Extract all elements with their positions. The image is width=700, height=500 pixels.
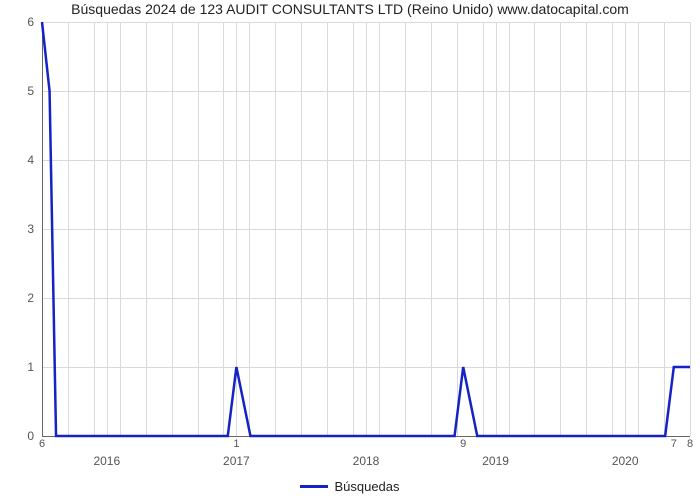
x-tick-label: 2017: [223, 454, 250, 468]
x-tick-label: 2020: [612, 454, 639, 468]
plot-area: 01234562016201720182019202061978: [42, 22, 690, 436]
series-data-label: 1: [233, 438, 239, 450]
y-tick-label: 4: [4, 153, 34, 167]
grid-line-vertical-minor: [690, 22, 691, 436]
x-tick-label: 2018: [353, 454, 380, 468]
x-tick-label: 2019: [482, 454, 509, 468]
series-data-label: 8: [687, 438, 693, 450]
y-tick-label: 5: [4, 84, 34, 98]
y-tick-label: 3: [4, 222, 34, 236]
chart-title: Búsquedas 2024 de 123 AUDIT CONSULTANTS …: [0, 0, 700, 18]
y-tick-label: 2: [4, 291, 34, 305]
y-tick-label: 6: [4, 15, 34, 29]
series-data-label: 9: [460, 438, 466, 450]
chart-container: Búsquedas 2024 de 123 AUDIT CONSULTANTS …: [0, 0, 700, 500]
y-tick-label: 0: [4, 429, 34, 443]
legend: Búsquedas: [0, 478, 700, 494]
series-line: [42, 22, 690, 436]
x-tick-label: 2016: [93, 454, 120, 468]
series-data-label: 7: [671, 438, 677, 450]
series-data-label: 6: [39, 438, 45, 450]
legend-swatch: [300, 485, 328, 488]
legend-label: Búsquedas: [334, 479, 399, 494]
y-tick-label: 1: [4, 360, 34, 374]
